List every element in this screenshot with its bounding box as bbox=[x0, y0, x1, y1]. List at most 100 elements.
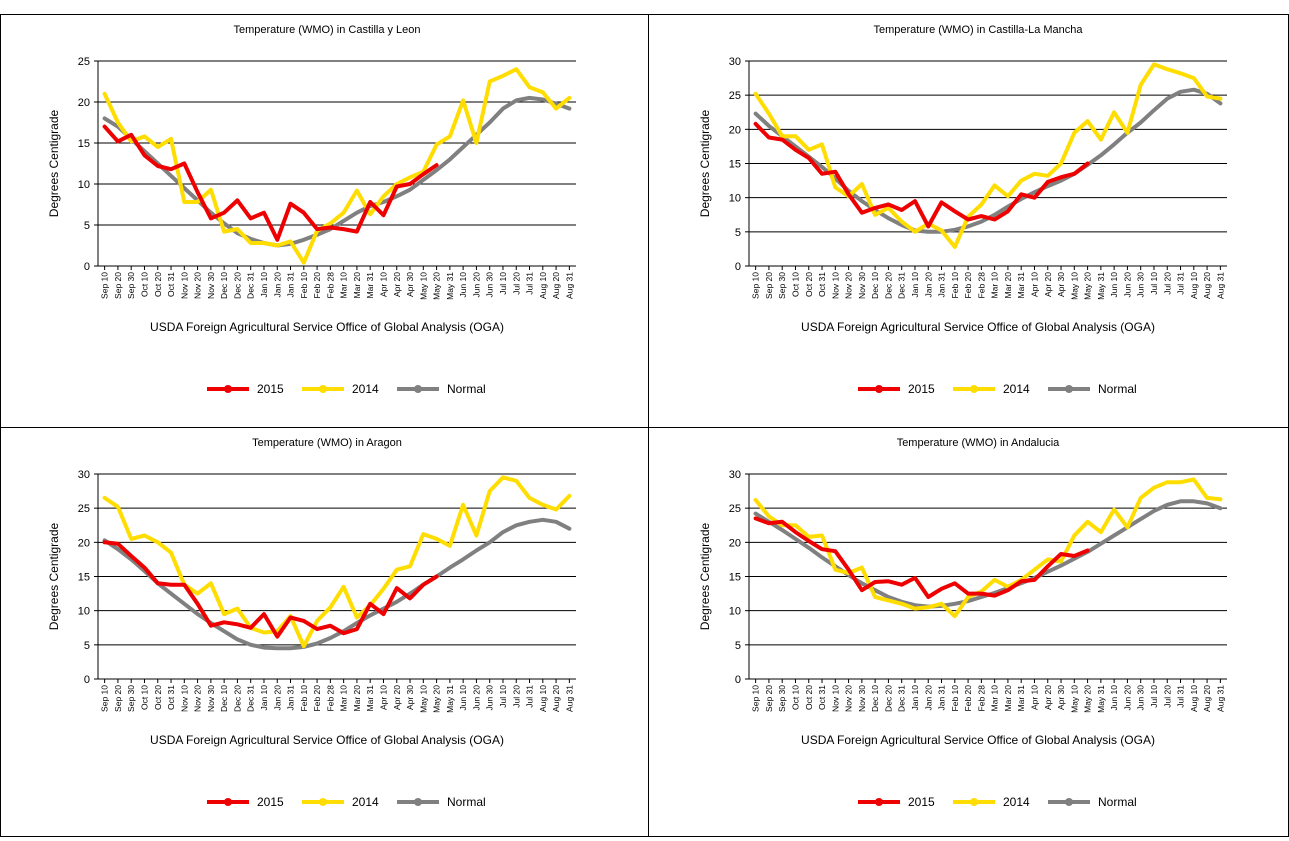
x-tick-label: Aug 31 bbox=[564, 272, 574, 299]
x-tick-label: Sep 10 bbox=[751, 685, 761, 712]
x-tick-label: Feb 28 bbox=[976, 272, 986, 299]
x-tick-label: Jul 10 bbox=[498, 685, 508, 708]
x-tick-label: Dec 31 bbox=[246, 685, 256, 712]
divider bbox=[1, 427, 1288, 428]
x-tick-label: Dec 10 bbox=[870, 685, 880, 712]
legend-marker bbox=[970, 385, 978, 393]
x-tick-label: Mar 10 bbox=[339, 685, 349, 712]
x-tick-label: Aug 20 bbox=[1202, 272, 1212, 299]
y-tick-label: 25 bbox=[729, 503, 741, 515]
series-line bbox=[753, 62, 1223, 249]
x-tick-label: Oct 20 bbox=[153, 685, 163, 710]
x-tick-label: Oct 10 bbox=[790, 685, 800, 710]
x-tick-label: Mar 10 bbox=[990, 272, 1000, 299]
legend-label: 2015 bbox=[257, 795, 284, 809]
legend-label: 2015 bbox=[257, 382, 284, 396]
x-tick-label: May 20 bbox=[1083, 272, 1093, 300]
series-line bbox=[102, 517, 572, 651]
x-tick-label: Nov 20 bbox=[844, 685, 854, 712]
x-tick-label: Jul 10 bbox=[498, 272, 508, 295]
y-axis-label: Degrees Centigrade bbox=[698, 109, 712, 217]
source-note: USDA Foreign Agricultural Service Office… bbox=[150, 320, 504, 334]
x-tick-label: Mar 20 bbox=[1003, 685, 1013, 712]
chart-title: Temperature (WMO) in Castilla-La Mancha bbox=[873, 24, 1083, 36]
legend-marker bbox=[224, 385, 232, 393]
x-tick-label: Nov 20 bbox=[193, 272, 203, 299]
x-tick-label: Sep 20 bbox=[764, 272, 774, 299]
x-tick-label: Jul 10 bbox=[1149, 685, 1159, 708]
x-tick-label: Jun 20 bbox=[1122, 272, 1132, 298]
series-line bbox=[753, 121, 1090, 229]
y-tick-label: 0 bbox=[735, 674, 741, 686]
x-tick-label: Aug 10 bbox=[1189, 272, 1199, 299]
divider bbox=[648, 15, 649, 836]
x-tick-label: Nov 10 bbox=[179, 685, 189, 712]
x-tick-label: Feb 20 bbox=[963, 272, 973, 299]
x-tick-label: Apr 10 bbox=[378, 685, 388, 710]
y-axis-label: Degrees Centigrade bbox=[698, 522, 712, 630]
legend-marker bbox=[875, 798, 883, 806]
x-tick-label: Jun 10 bbox=[1109, 685, 1119, 711]
x-tick-label: Oct 31 bbox=[817, 272, 827, 297]
x-tick-label: Feb 20 bbox=[312, 272, 322, 299]
x-tick-label: Jul 31 bbox=[1176, 685, 1186, 708]
x-tick-label: Nov 20 bbox=[193, 685, 203, 712]
x-tick-label: May 31 bbox=[445, 272, 455, 300]
x-tick-label: Mar 20 bbox=[1003, 272, 1013, 299]
x-tick-label: Sep 10 bbox=[100, 685, 110, 712]
x-tick-label: Feb 10 bbox=[299, 272, 309, 299]
x-tick-label: Feb 10 bbox=[950, 272, 960, 299]
x-tick-label: Oct 31 bbox=[817, 685, 827, 710]
x-tick-label: Feb 28 bbox=[976, 685, 986, 712]
x-tick-label: Nov 30 bbox=[857, 272, 867, 299]
x-tick-label: Nov 10 bbox=[179, 272, 189, 299]
chart: Temperature (WMO) in Castilla y Leon 0 5 10… bbox=[47, 24, 576, 396]
x-tick-label: Aug 10 bbox=[538, 685, 548, 712]
y-axis-label: Degrees Centigrade bbox=[47, 522, 61, 630]
legend-label: 2015 bbox=[908, 795, 935, 809]
legend-label: 2014 bbox=[352, 382, 379, 396]
x-tick-label: May 20 bbox=[1083, 685, 1093, 713]
series-line bbox=[102, 95, 572, 248]
x-tick-label: Mar 31 bbox=[1016, 272, 1026, 299]
legend-label: Normal bbox=[447, 382, 486, 396]
x-tick-label: Apr 10 bbox=[1029, 272, 1039, 297]
x-tick-label: Mar 20 bbox=[352, 685, 362, 712]
y-tick-label: 10 bbox=[78, 179, 90, 191]
x-tick-label: May 20 bbox=[432, 272, 442, 300]
x-tick-label: Feb 20 bbox=[312, 685, 322, 712]
x-tick-label: Jan 10 bbox=[259, 685, 269, 711]
x-tick-label: Apr 30 bbox=[1056, 272, 1066, 297]
x-tick-label: Jul 20 bbox=[1162, 685, 1172, 708]
x-tick-label: Dec 31 bbox=[897, 685, 907, 712]
legend-marker bbox=[970, 798, 978, 806]
x-tick-label: Apr 20 bbox=[392, 272, 402, 297]
x-tick-label: Jan 31 bbox=[937, 272, 947, 298]
x-tick-label: Jan 31 bbox=[286, 272, 296, 298]
series-line bbox=[102, 124, 439, 242]
x-tick-label: Jan 20 bbox=[272, 685, 282, 711]
legend-marker bbox=[1065, 385, 1073, 393]
y-tick-label: 10 bbox=[729, 193, 741, 205]
y-tick-label: 5 bbox=[735, 227, 741, 239]
x-tick-label: Feb 10 bbox=[950, 685, 960, 712]
y-tick-label: 10 bbox=[78, 606, 90, 618]
x-tick-label: Sep 20 bbox=[113, 272, 123, 299]
x-tick-label: Jun 30 bbox=[485, 272, 495, 298]
x-tick-label: Aug 10 bbox=[1189, 685, 1199, 712]
x-tick-label: Jan 10 bbox=[910, 272, 920, 298]
source-note: USDA Foreign Agricultural Service Office… bbox=[801, 733, 1155, 747]
y-tick-label: 0 bbox=[84, 261, 90, 273]
legend-label: 2014 bbox=[1003, 382, 1030, 396]
chart-cell: Temperature (WMO) in Castilla-La Mancha 0… bbox=[649, 15, 1288, 427]
series-line bbox=[102, 540, 439, 639]
chart: Temperature (WMO) in Andalucia 0 5 10 15 20 25… bbox=[698, 437, 1227, 809]
legend-marker bbox=[1065, 798, 1073, 806]
x-tick-label: Aug 31 bbox=[1215, 685, 1225, 712]
x-tick-label: Aug 20 bbox=[551, 685, 561, 712]
x-tick-label: Sep 10 bbox=[100, 272, 110, 299]
x-tick-label: Sep 20 bbox=[113, 685, 123, 712]
legend-label: 2014 bbox=[352, 795, 379, 809]
x-tick-label: Apr 20 bbox=[1043, 272, 1053, 297]
x-tick-label: Nov 30 bbox=[206, 272, 216, 299]
